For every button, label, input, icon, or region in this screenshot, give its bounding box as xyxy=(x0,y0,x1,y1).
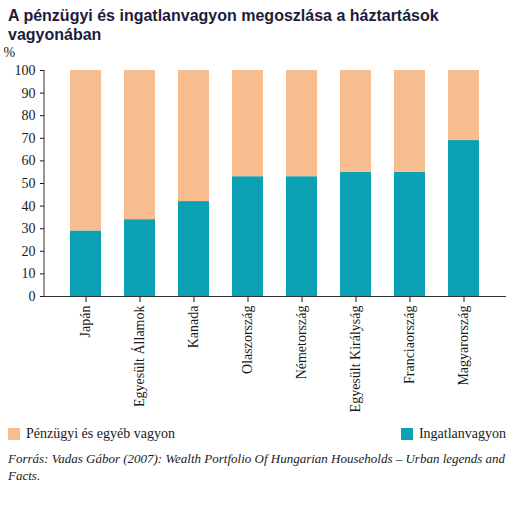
svg-text:Németország: Németország xyxy=(294,306,309,380)
html-text:Pénzügyi és egyéb vagyon: Pénzügyi és egyéb vagyon xyxy=(26,426,175,441)
html-text:A pénzügyi és ingatlanvagyon m: A pénzügyi és ingatlanvagyon megoszlása … xyxy=(8,7,439,43)
html-text:Ingatlanvagyon: Ingatlanvagyon xyxy=(418,426,506,441)
svg-text:Kanada: Kanada xyxy=(186,305,201,349)
svg-text:Olaszország: Olaszország xyxy=(240,306,255,374)
svg-text:90: 90 xyxy=(22,86,36,101)
svg-text:50: 50 xyxy=(22,176,36,191)
svg-text:Magyarország: Magyarország xyxy=(456,306,471,386)
svg-text:30: 30 xyxy=(22,221,36,236)
svg-text:20: 20 xyxy=(22,244,36,259)
svg-text:Egyesült Királyság: Egyesült Királyság xyxy=(348,306,363,413)
svg-text:%: % xyxy=(4,45,16,60)
svg-text:80: 80 xyxy=(22,108,36,123)
html-text:Forrás: Vadas Gábor (2007): We: Forrás: Vadas Gábor (2007): Wealth Portf… xyxy=(8,451,506,483)
svg-text:70: 70 xyxy=(22,131,36,146)
svg-text:60: 60 xyxy=(22,153,36,168)
svg-text:10: 10 xyxy=(22,266,36,281)
svg-text:Japán: Japán xyxy=(78,306,93,338)
svg-text:100: 100 xyxy=(15,63,36,78)
svg-text:40: 40 xyxy=(22,199,36,214)
svg-text:0: 0 xyxy=(29,289,36,304)
svg-text:Franciaország: Franciaország xyxy=(402,306,417,385)
svg-text:Egyesült Államok: Egyesült Államok xyxy=(131,306,147,408)
